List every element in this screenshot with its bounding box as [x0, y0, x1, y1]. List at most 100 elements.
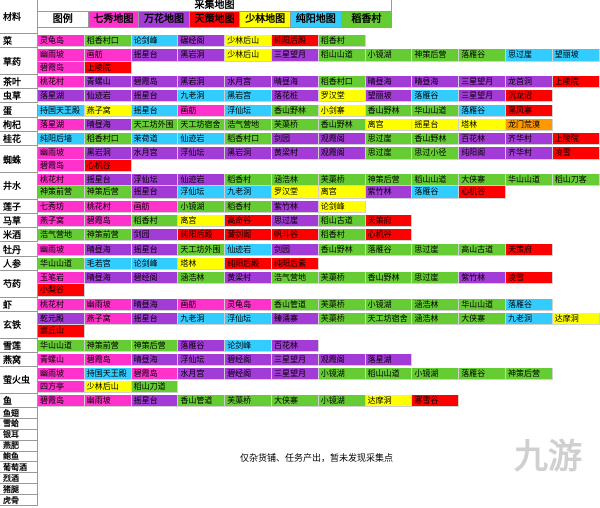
map-cell: 碧霞岛: [84, 353, 132, 367]
map-cell: 纯阳后殿: [272, 35, 319, 48]
map-cell: 燕子窝: [84, 313, 132, 326]
map-cell: 碧经阁: [225, 353, 272, 367]
map-cell: 晴昼海: [131, 298, 179, 311]
map-cell: 剑园: [131, 229, 179, 242]
map-cell: 稻香村口: [84, 133, 132, 146]
material: 葡萄酒: [0, 462, 38, 474]
table-title: 采集地图: [38, 0, 392, 12]
map-cell: 天策府: [365, 214, 413, 228]
material: 猪腿: [0, 484, 38, 496]
material: 芍药: [0, 271, 38, 298]
map-cell: 华山山道: [506, 174, 553, 187]
map-cell: 思过崖: [412, 243, 460, 256]
map-cell: 摇星台: [131, 90, 179, 103]
map-cell: 离宫: [318, 186, 366, 199]
map-cell: 三星望月: [272, 353, 319, 367]
map-cell: 幽雨坡: [38, 243, 85, 256]
map-cell: 浮仙坛: [225, 313, 272, 326]
map-cell: 水月宫: [178, 368, 226, 381]
corner: 材料: [0, 0, 38, 34]
material: 虫草: [0, 89, 38, 104]
map-cell: 离宫: [365, 118, 413, 132]
material: 鱼翅: [0, 408, 38, 419]
map-cell: 塔林: [459, 118, 506, 132]
map-cell: 香山野林: [365, 272, 413, 285]
map-cell: 稻香村: [225, 200, 272, 213]
map-cell: 小镜湖: [365, 298, 413, 311]
map-cell: 幽雨坡: [84, 298, 132, 311]
map-cell: 帆斗谷: [272, 229, 319, 242]
map-cell: 七秀坊: [38, 200, 85, 213]
material: 鱼: [0, 393, 38, 409]
map-cell: 四方亭: [38, 380, 85, 393]
map-cell: 沉龙沼: [506, 90, 553, 103]
map-cell: 望丽坡: [365, 90, 413, 103]
map-cell: 少林后山: [225, 49, 272, 62]
map-cell: 论剑峰: [131, 257, 179, 271]
map-cell: 稻山山道: [318, 49, 366, 62]
map-cell: 稻山古道: [318, 214, 366, 228]
map-cell: 黑岩洞: [178, 75, 226, 89]
map-cell: 三星望月: [459, 75, 506, 89]
map-cell: 浮仙坛: [225, 104, 272, 117]
map-cell: 高山古道: [459, 243, 506, 256]
map-cell: 碧霞岛: [38, 61, 85, 74]
map-cell: 涵浩林: [178, 272, 226, 285]
map-cell: 华山山道: [38, 339, 85, 352]
map-cell: 仙迹岩: [178, 133, 226, 146]
map-cell: 浮仙坛: [178, 186, 226, 199]
map-cell: 碧霞岛: [38, 159, 85, 172]
map-cell: 落雁谷: [365, 243, 413, 256]
map-cell: 青螺山: [38, 353, 85, 367]
map-cell: 齐华村: [506, 133, 553, 146]
map-cell: 神策前营: [84, 229, 132, 242]
map-cell: 稻山刀客: [552, 174, 600, 187]
map-cell: 小镜湖: [178, 200, 226, 213]
map-cell: 思过崖: [365, 133, 413, 146]
material: 蜘蛛: [0, 146, 38, 173]
material: 马草: [0, 213, 38, 229]
map-cell: 黑岩洞: [225, 147, 272, 160]
map-cell: 稻山山道: [365, 368, 413, 381]
map-cell: 纯阳后素: [272, 257, 319, 271]
map-cell: 浮仙坛: [178, 353, 226, 367]
map-cell: 百花林: [459, 133, 506, 146]
map-cell: 碧经阁: [225, 368, 272, 381]
material: 牡丹: [0, 242, 38, 257]
material: 枸杞: [0, 117, 38, 133]
map-cell: 毛若宫: [84, 257, 132, 271]
map-cell: 涵浩林: [412, 313, 460, 326]
map-cell: 天工坊外围: [131, 118, 179, 132]
map-cell: 黑岩洞: [84, 147, 132, 160]
map-cell: 凌雪: [506, 272, 553, 285]
map-cell: 思过崖: [365, 147, 413, 160]
map-cell: 龙门荒漠: [506, 118, 553, 132]
map-cell: 紫竹林: [365, 186, 413, 199]
map-cell: 碧霞岛: [131, 75, 179, 89]
map-cell: 持国天王殿: [38, 104, 85, 117]
map-cell: 画舫: [131, 200, 179, 213]
map-cell: 幽雨坡: [38, 368, 85, 381]
material: 人参: [0, 256, 38, 272]
map-cell: 罗汉堂: [272, 186, 319, 199]
map-cell: 华山山道: [38, 257, 85, 271]
map-cell: 剑园: [272, 133, 319, 146]
map-cell: 稻香村: [131, 214, 179, 228]
map-cell: 涵浩林: [272, 174, 319, 187]
map-cell: 论剑峰: [225, 339, 272, 352]
map-cell: 摇星台: [131, 186, 179, 199]
map-cell: 摇星台: [84, 174, 132, 187]
map-cell: 思过小径: [412, 147, 460, 160]
map-cell: 晴昼海: [131, 353, 179, 367]
map-cell: 幽雨坡: [38, 147, 85, 160]
map-cell: 思过崖: [272, 214, 319, 228]
map-cell: 少林后山: [225, 35, 272, 48]
map-cell: 九老洞: [225, 186, 272, 199]
map-cell: 小镜湖: [318, 368, 366, 381]
map-cell: 大侠寨: [459, 313, 506, 326]
map-cell: 灵龟岛: [38, 35, 85, 48]
material: 米酒: [0, 228, 38, 243]
legend-item: 图例: [38, 12, 89, 28]
material: 虾: [0, 297, 38, 312]
